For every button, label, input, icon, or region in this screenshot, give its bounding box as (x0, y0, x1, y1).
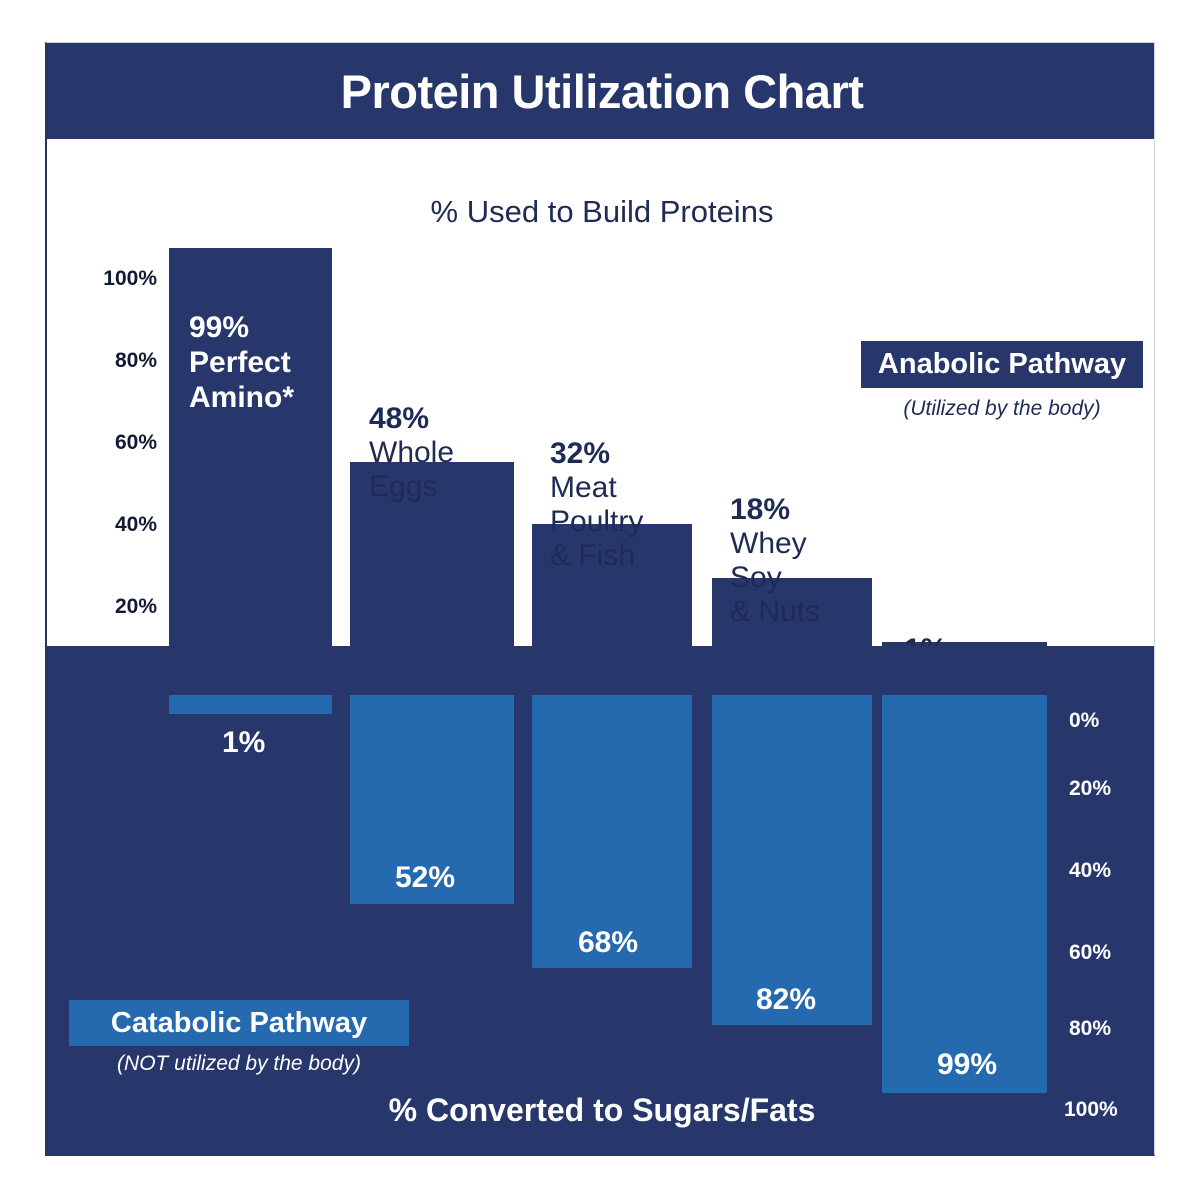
bar-bottom-value-perfect-amino: 1% (222, 726, 266, 759)
bar-top-whey-soy-nuts (712, 578, 872, 650)
bar-bottom-meat-poultry-fish (532, 695, 692, 968)
bar-label-whole-eggs: Whole Eggs (369, 435, 455, 503)
chart-title-bar: Protein Utilization Chart (47, 43, 1154, 139)
chart-card: Protein Utilization Chart % Used to Buil… (45, 42, 1155, 1156)
anabolic-pathway-badge: Anabolic Pathway (861, 341, 1143, 388)
bar-bottom-value-whole-eggs: 52% (395, 861, 456, 894)
bar-note-meat-poultry-fish: 32% Meat Poultry & Fish (550, 403, 643, 572)
bar-note-perfect-amino: 99% Perfect Amino* (189, 275, 294, 415)
left-axis-tick-80: 80% (114, 349, 157, 372)
bar-top-perfect-amino (169, 248, 332, 650)
bar-bottom-value-meat-poultry-fish: 68% (578, 926, 639, 959)
bottom-axis-caption: % Converted to Sugars/Fats (388, 1092, 816, 1128)
bar-top-value-whole-eggs: 48% (369, 401, 430, 435)
bar-bottom-perfect-amino (169, 695, 332, 714)
bar-label-meat-poultry-fish: Meat Poultry & Fish (550, 470, 644, 572)
right-axis-tick-0: 0% (1069, 709, 1100, 732)
page-title: Protein Utilization Chart (340, 64, 864, 118)
bar-top-value-perfect-amino: 99% (189, 311, 250, 345)
left-axis-tick-20: 20% (114, 595, 157, 618)
right-axis-tick-60: 60% (1069, 941, 1112, 964)
bar-bottom-whole-eggs (350, 695, 514, 904)
right-axis-tick-40: 40% (1069, 859, 1112, 882)
catabolic-pathway-sublabel: (NOT utilized by the body) (117, 1052, 361, 1075)
left-axis-tick-100: 100% (103, 267, 157, 290)
bar-label-perfect-amino: Perfect Amino* (189, 346, 294, 415)
bar-note-whole-eggs: 48% Whole Eggs (369, 368, 454, 504)
bar-top-meat-poultry-fish (532, 524, 692, 650)
anabolic-pathway-sublabel: (Utilized by the body) (903, 397, 1101, 420)
bar-top-whole-eggs (350, 462, 514, 650)
bar-bottom-bcaas (882, 695, 1047, 1093)
left-axis-tick-60: 60% (114, 431, 157, 454)
bar-note-whey-soy-nuts: 18% Whey Soy & Nuts (730, 459, 820, 628)
right-axis-tick-20: 20% (1069, 777, 1112, 800)
bar-label-whey-soy-nuts: Whey Soy & Nuts (730, 526, 821, 628)
bar-top-value-whey-soy-nuts: 18% (730, 492, 791, 526)
upper-plot-region: % Used to Build Proteins 100% 80% 60% 40… (47, 139, 1154, 700)
bar-bottom-value-bcaas: 99% (937, 1048, 998, 1081)
catabolic-pathway-badge: Catabolic Pathway (69, 1000, 409, 1046)
left-axis-tick-40: 40% (114, 513, 157, 536)
catabolic-pathway-label: Catabolic Pathway (110, 1006, 368, 1039)
anabolic-pathway-label: Anabolic Pathway (877, 348, 1127, 380)
right-axis-tick-80: 80% (1069, 1017, 1112, 1040)
right-axis-tick-100: 100% (1064, 1098, 1118, 1121)
bar-bottom-value-whey-soy-nuts: 82% (756, 983, 817, 1016)
bar-top-value-meat-poultry-fish: 32% (550, 436, 611, 470)
top-axis-caption: % Used to Build Proteins (430, 194, 774, 229)
bar-bottom-whey-soy-nuts (712, 695, 872, 1025)
lower-plot-region: 0% 20% 40% 60% 80% 100% 1% 52% 68% 82% 9… (47, 646, 1154, 1154)
